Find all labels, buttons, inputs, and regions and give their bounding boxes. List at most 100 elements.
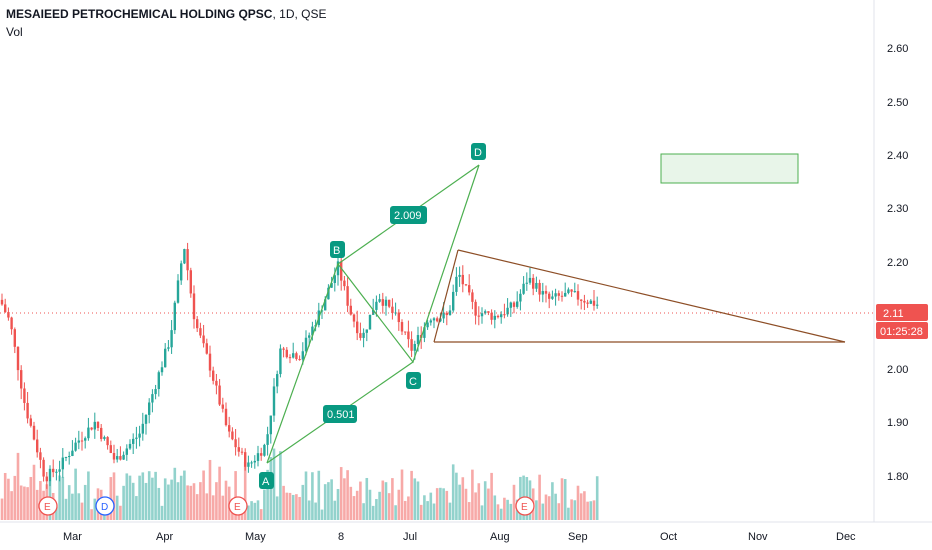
target-zone[interactable] (660, 153, 799, 184)
volume-bar (394, 505, 397, 520)
candle-body (490, 312, 493, 320)
earnings-marker[interactable] (515, 496, 535, 516)
candle-body (410, 339, 413, 351)
triangle-left-edge (433, 249, 459, 343)
volume-label: Vol (6, 25, 23, 39)
volume-bar (538, 474, 541, 520)
candle-body (122, 454, 125, 460)
candle-body (148, 402, 151, 415)
volume-bar (16, 452, 20, 520)
volume-bar (477, 483, 481, 520)
candle-body (234, 439, 237, 448)
candle-body (80, 440, 84, 442)
candle-body (93, 421, 96, 430)
candle-body (16, 346, 20, 371)
candle-body (90, 427, 93, 430)
volume-bar (298, 496, 301, 520)
candle-body (100, 427, 103, 439)
candle-body (109, 445, 112, 453)
volume-bar (125, 473, 129, 520)
volume-bar (64, 498, 68, 520)
volume-bar (487, 488, 490, 520)
interval: 1D (279, 7, 295, 21)
earnings-marker[interactable] (228, 496, 248, 516)
volume-bar (304, 471, 308, 520)
candle-body (58, 469, 61, 472)
event-markers[interactable]: E D E E (38, 496, 535, 516)
candle-body (196, 319, 199, 329)
time-tick: 8 (338, 531, 344, 543)
candle-body (29, 418, 32, 426)
candle-body (269, 415, 272, 435)
candle-body (432, 318, 436, 321)
candle-body (71, 450, 74, 457)
volume-bar (253, 502, 257, 520)
candle-body (327, 287, 330, 300)
candle-body (554, 293, 557, 297)
volume-bar (352, 496, 356, 520)
volume-bar (439, 487, 442, 520)
volume-bar (93, 498, 97, 520)
volume-bar (419, 504, 423, 520)
price-axis[interactable]: 2.60 2.50 2.40 2.30 2.20 2.00 1.90 1.80 (887, 43, 908, 483)
volume-bar (496, 504, 500, 520)
volume-bar (119, 505, 122, 520)
candle-body (7, 312, 10, 318)
candle-body (407, 331, 410, 340)
price-tick: 2.50 (887, 97, 908, 109)
candle-body (135, 437, 138, 439)
candle-body (416, 335, 420, 344)
candle-body (189, 270, 192, 294)
point-a-label: A (262, 476, 270, 488)
time-tick: Oct (660, 531, 677, 543)
candle-body (23, 388, 26, 403)
candle-body (343, 280, 346, 287)
volume-bar (400, 469, 404, 520)
candle-body (160, 367, 164, 373)
volume-bar (163, 478, 167, 520)
candle-body (282, 348, 285, 350)
volume-bar (560, 478, 564, 520)
candle-body (394, 312, 397, 314)
candle-body (224, 408, 228, 426)
volume-bar (355, 490, 359, 520)
dividend-marker[interactable] (95, 496, 115, 516)
volume-bar (311, 472, 314, 520)
volume-bar (279, 451, 282, 520)
volume-bar (547, 496, 551, 520)
volume-bar (144, 482, 148, 520)
candle-body (176, 280, 180, 303)
candle-body (576, 291, 580, 300)
earnings-marker[interactable] (38, 496, 58, 516)
volume-bar (202, 470, 205, 520)
candle-body (324, 299, 327, 311)
triangle-pattern[interactable] (433, 249, 846, 343)
volume-bar (551, 482, 554, 520)
time-axis[interactable]: Mar Apr May 8 Jul Aug Sep Oct Nov Dec (63, 531, 856, 543)
volume-bar (215, 482, 218, 520)
volume-bar (471, 469, 474, 520)
volume-bar (147, 471, 151, 520)
candle-body (381, 299, 384, 306)
candles (0, 242, 599, 489)
candle-body (0, 299, 4, 305)
candle-body (253, 460, 256, 463)
candle-body (237, 447, 240, 452)
candle-body (13, 329, 16, 347)
volume-bar (362, 503, 365, 520)
volume-bar (183, 470, 186, 520)
volume-bar (423, 495, 426, 520)
candle-body (544, 291, 548, 294)
candle-body (346, 286, 349, 306)
candle-body (413, 343, 416, 351)
candle-body (512, 302, 516, 307)
title-sep-2: , (294, 7, 302, 21)
candle-body (573, 291, 576, 293)
volume-bar (346, 470, 349, 520)
volume-bar (211, 495, 215, 520)
candle-body (423, 327, 426, 338)
ratio-ac-badge (323, 405, 357, 423)
volume-bar (435, 488, 439, 520)
volume-bar (282, 485, 285, 520)
